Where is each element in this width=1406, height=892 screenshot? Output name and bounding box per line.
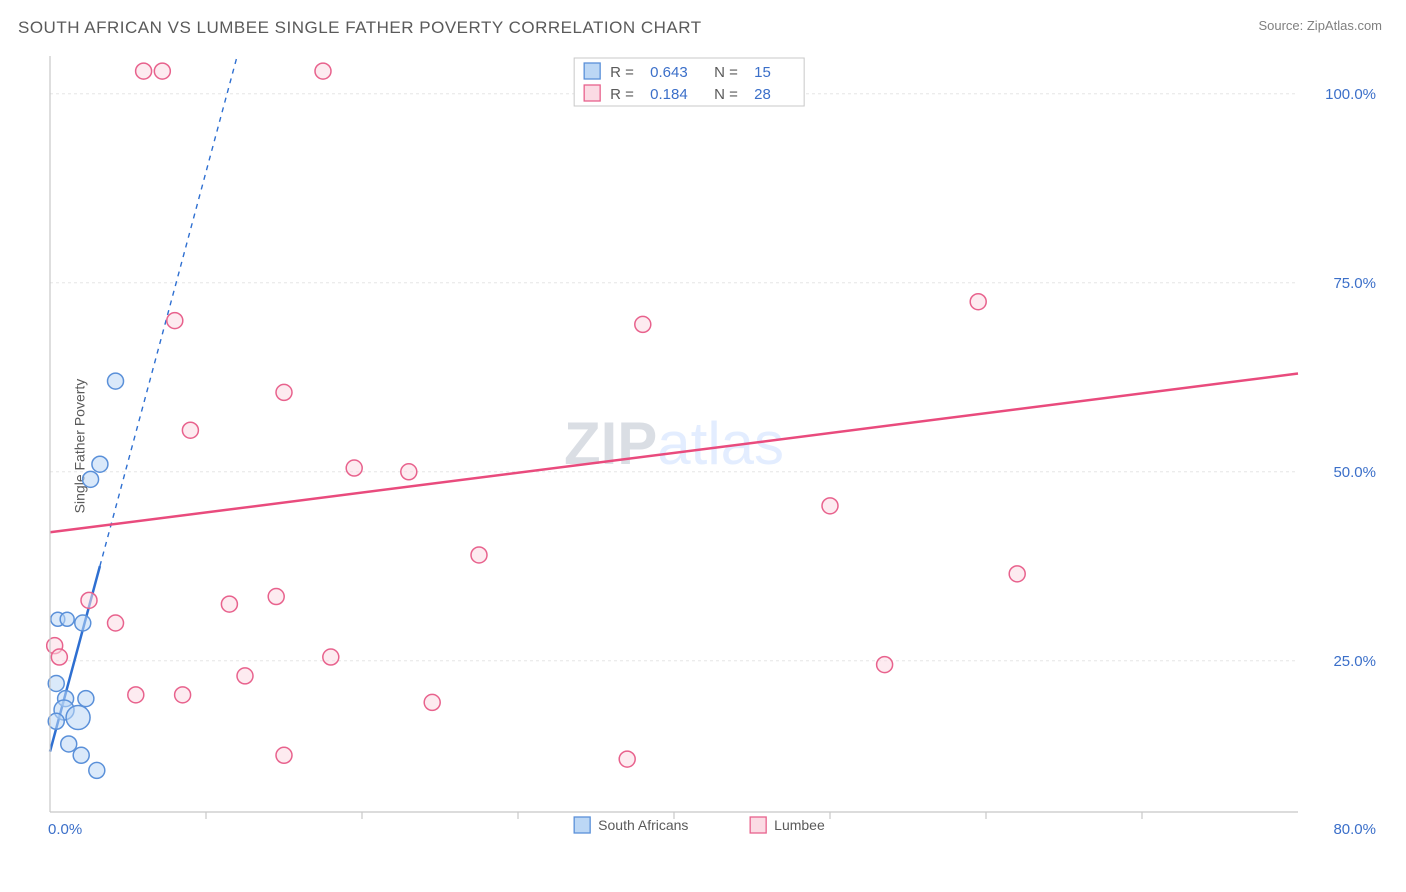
svg-text:28: 28 xyxy=(754,86,771,103)
svg-text:0.643: 0.643 xyxy=(650,64,688,81)
svg-text:15: 15 xyxy=(754,64,771,81)
data-point xyxy=(619,751,635,767)
svg-text:N =: N = xyxy=(714,64,738,81)
y-tick-label: 100.0% xyxy=(1325,86,1376,103)
data-point xyxy=(323,649,339,665)
data-point xyxy=(877,657,893,673)
data-point xyxy=(1009,566,1025,582)
data-point xyxy=(83,471,99,487)
x-tick-label-max: 80.0% xyxy=(1333,821,1376,838)
chart-svg: ZIPatlas25.0%50.0%75.0%100.0%0.0%80.0%R … xyxy=(46,48,1382,840)
legend-label: Lumbee xyxy=(774,817,825,833)
regression-line xyxy=(50,374,1298,533)
data-point xyxy=(89,762,105,778)
data-point xyxy=(136,63,152,79)
legend: South Africans Lumbee xyxy=(574,817,825,833)
data-point xyxy=(48,713,64,729)
data-point xyxy=(92,456,108,472)
data-point xyxy=(108,615,124,631)
data-point xyxy=(182,422,198,438)
data-point xyxy=(276,384,292,400)
legend-swatch xyxy=(574,817,590,833)
legend-label: South Africans xyxy=(598,817,688,833)
data-point xyxy=(167,313,183,329)
data-point xyxy=(221,596,237,612)
chart-title: SOUTH AFRICAN VS LUMBEE SINGLE FATHER PO… xyxy=(18,18,702,38)
data-point xyxy=(61,736,77,752)
data-point xyxy=(73,747,89,763)
stats-swatch xyxy=(584,63,600,79)
data-point xyxy=(60,612,74,626)
data-point xyxy=(175,687,191,703)
legend-swatch xyxy=(750,817,766,833)
data-point xyxy=(315,63,331,79)
data-point xyxy=(81,592,97,608)
data-point xyxy=(970,294,986,310)
data-point xyxy=(66,706,90,730)
data-point xyxy=(51,649,67,665)
data-point xyxy=(471,547,487,563)
svg-text:R =: R = xyxy=(610,86,634,103)
stats-swatch xyxy=(584,85,600,101)
data-point xyxy=(424,694,440,710)
regression-line-dashed xyxy=(100,56,237,566)
svg-text:0.184: 0.184 xyxy=(650,86,688,103)
data-point xyxy=(128,687,144,703)
data-point xyxy=(154,63,170,79)
plot-area: ZIPatlas25.0%50.0%75.0%100.0%0.0%80.0%R … xyxy=(46,48,1382,840)
data-point xyxy=(78,691,94,707)
data-point xyxy=(48,675,64,691)
data-point xyxy=(635,316,651,332)
data-point xyxy=(276,747,292,763)
data-point xyxy=(401,464,417,480)
y-tick-label: 25.0% xyxy=(1333,653,1376,670)
data-point xyxy=(237,668,253,684)
data-point xyxy=(346,460,362,476)
y-tick-label: 50.0% xyxy=(1333,464,1376,481)
chart-container: SOUTH AFRICAN VS LUMBEE SINGLE FATHER PO… xyxy=(0,0,1406,892)
svg-text:R =: R = xyxy=(610,64,634,81)
svg-text:N =: N = xyxy=(714,86,738,103)
x-tick-label-min: 0.0% xyxy=(48,821,82,838)
data-point xyxy=(268,589,284,605)
source-attribution: Source: ZipAtlas.com xyxy=(1258,18,1382,33)
data-point xyxy=(75,615,91,631)
data-point xyxy=(822,498,838,514)
y-tick-label: 75.0% xyxy=(1333,275,1376,292)
data-point xyxy=(108,373,124,389)
